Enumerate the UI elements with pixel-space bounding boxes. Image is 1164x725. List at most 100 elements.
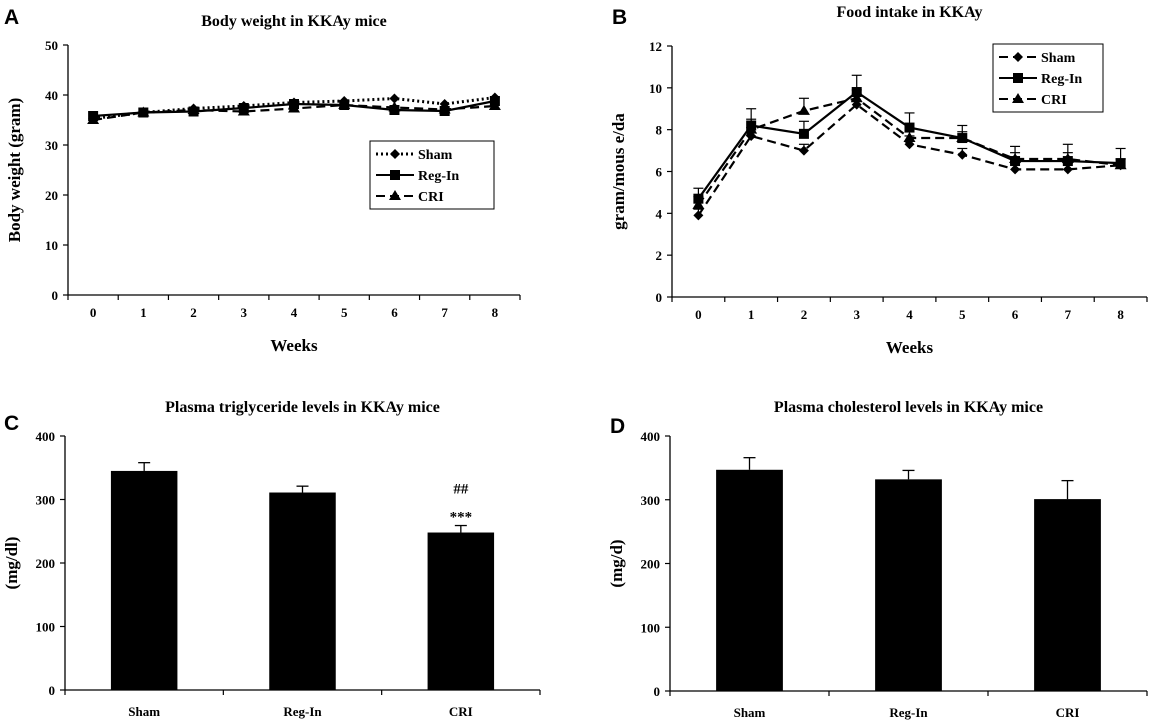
data-point (798, 145, 809, 156)
legend-marker (1012, 93, 1024, 103)
panel-letter: C (4, 412, 19, 435)
x-tick-label: 8 (1117, 307, 1124, 322)
data-point (745, 123, 758, 134)
y-tick-label: 200 (36, 556, 56, 571)
data-point (388, 101, 401, 112)
chart-title: Body weight in KKAy mice (201, 13, 386, 30)
series-cri (87, 99, 501, 124)
data-point (137, 106, 150, 117)
x-tick-label: 5 (959, 307, 966, 322)
x-tick-label: 1 (748, 307, 755, 322)
x-axis-label: Weeks (270, 336, 318, 355)
x-tick-label: 1 (140, 305, 147, 320)
y-tick-label: 20 (45, 188, 58, 203)
x-tick-label: 7 (441, 305, 448, 320)
legend-label: Sham (1041, 51, 1076, 66)
x-axis-label: Weeks (886, 338, 934, 357)
legend-marker (1013, 52, 1023, 62)
bar (269, 492, 336, 690)
y-axis-label: Body weight (gram) (5, 98, 24, 242)
legend-label: CRI (418, 190, 444, 205)
data-point (797, 104, 810, 115)
y-axis-label: (mg/d) (607, 539, 626, 587)
x-tick-label: 5 (341, 305, 348, 320)
bar (716, 469, 783, 691)
bar (110, 470, 178, 690)
y-tick-label: 100 (36, 620, 56, 635)
data-point (692, 198, 705, 209)
x-tick-label: 4 (906, 307, 913, 322)
x-tick-label: 3 (241, 305, 248, 320)
x-tick-label: 6 (1012, 307, 1019, 322)
y-tick-label: 300 (641, 493, 661, 508)
bar (427, 532, 495, 690)
data-point (850, 92, 863, 103)
y-tick-label: 30 (45, 138, 58, 153)
data-point (798, 128, 809, 139)
data-point (957, 149, 968, 160)
legend-marker (390, 149, 400, 159)
legend: Sham Reg-In CRI (369, 140, 495, 210)
x-tick-label: CRI (449, 704, 473, 719)
legend-label: Reg-In (418, 169, 459, 184)
y-tick-label: 0 (654, 684, 661, 699)
y-tick-label: 0 (656, 290, 663, 305)
legend-label: Reg-In (1041, 72, 1082, 87)
bar (875, 479, 942, 691)
y-tick-label: 400 (641, 429, 661, 444)
y-tick-label: 200 (641, 557, 661, 572)
y-tick-label: 300 (36, 493, 56, 508)
data-point (904, 122, 915, 133)
x-tick-label: Sham (128, 704, 160, 719)
data-point (693, 210, 704, 221)
x-tick-label: 0 (695, 307, 702, 322)
y-tick-label: 6 (656, 165, 663, 180)
legend-marker (1013, 73, 1023, 83)
data-point (237, 105, 250, 116)
x-tick-label: Reg-In (889, 705, 928, 720)
data-point (87, 114, 100, 124)
x-tick-label: 7 (1065, 307, 1072, 322)
data-point (1114, 159, 1127, 170)
chart-title: Plasma triglyceride levels in KKAy mice (165, 399, 440, 416)
y-axis-label: gram/mous e/da (609, 113, 628, 230)
panel-letter: D (610, 415, 625, 438)
significance-annotation: *** (450, 510, 473, 526)
x-tick-label: 6 (391, 305, 398, 320)
y-tick-label: 50 (45, 38, 58, 53)
x-tick-label: CRI (1056, 705, 1080, 720)
x-tick-label: Sham (734, 705, 766, 720)
data-point (338, 99, 351, 109)
data-point (1009, 152, 1022, 163)
legend: Sham Reg-In CRI (992, 43, 1104, 113)
y-axis-label: (mg/dl) (2, 537, 21, 590)
y-tick-label: 0 (52, 288, 59, 303)
panel-c: C Plasma triglyceride levels in KKAy mice… (2, 399, 541, 719)
series-cri (692, 89, 1127, 209)
data-point (488, 100, 501, 110)
data-point (1061, 152, 1074, 163)
x-tick-label: Reg-In (283, 704, 322, 719)
data-point (389, 93, 400, 104)
panel-d: D Plasma cholesterol levels in KKAy mice 0… (607, 399, 1148, 720)
data-point (903, 132, 916, 143)
x-tick-label: 8 (492, 305, 499, 320)
chart-title: Plasma cholesterol levels in KKAy mice (774, 399, 1043, 416)
panel-a: A Body weight in KKAy mice01020304050Body… (4, 6, 521, 355)
chart-title: Food intake in KKAy (837, 4, 983, 21)
y-tick-label: 8 (656, 123, 663, 138)
data-point (1062, 164, 1073, 175)
y-tick-label: 2 (656, 248, 663, 263)
bar (1034, 499, 1101, 691)
legend-label: Sham (418, 148, 453, 163)
x-tick-label: 2 (190, 305, 197, 320)
y-tick-label: 10 (649, 81, 662, 96)
panel-letter: A (4, 6, 19, 29)
x-tick-label: 4 (291, 305, 298, 320)
data-point (438, 103, 451, 114)
y-tick-label: 12 (649, 39, 662, 54)
y-tick-label: 40 (45, 88, 58, 103)
legend-marker (390, 170, 400, 180)
